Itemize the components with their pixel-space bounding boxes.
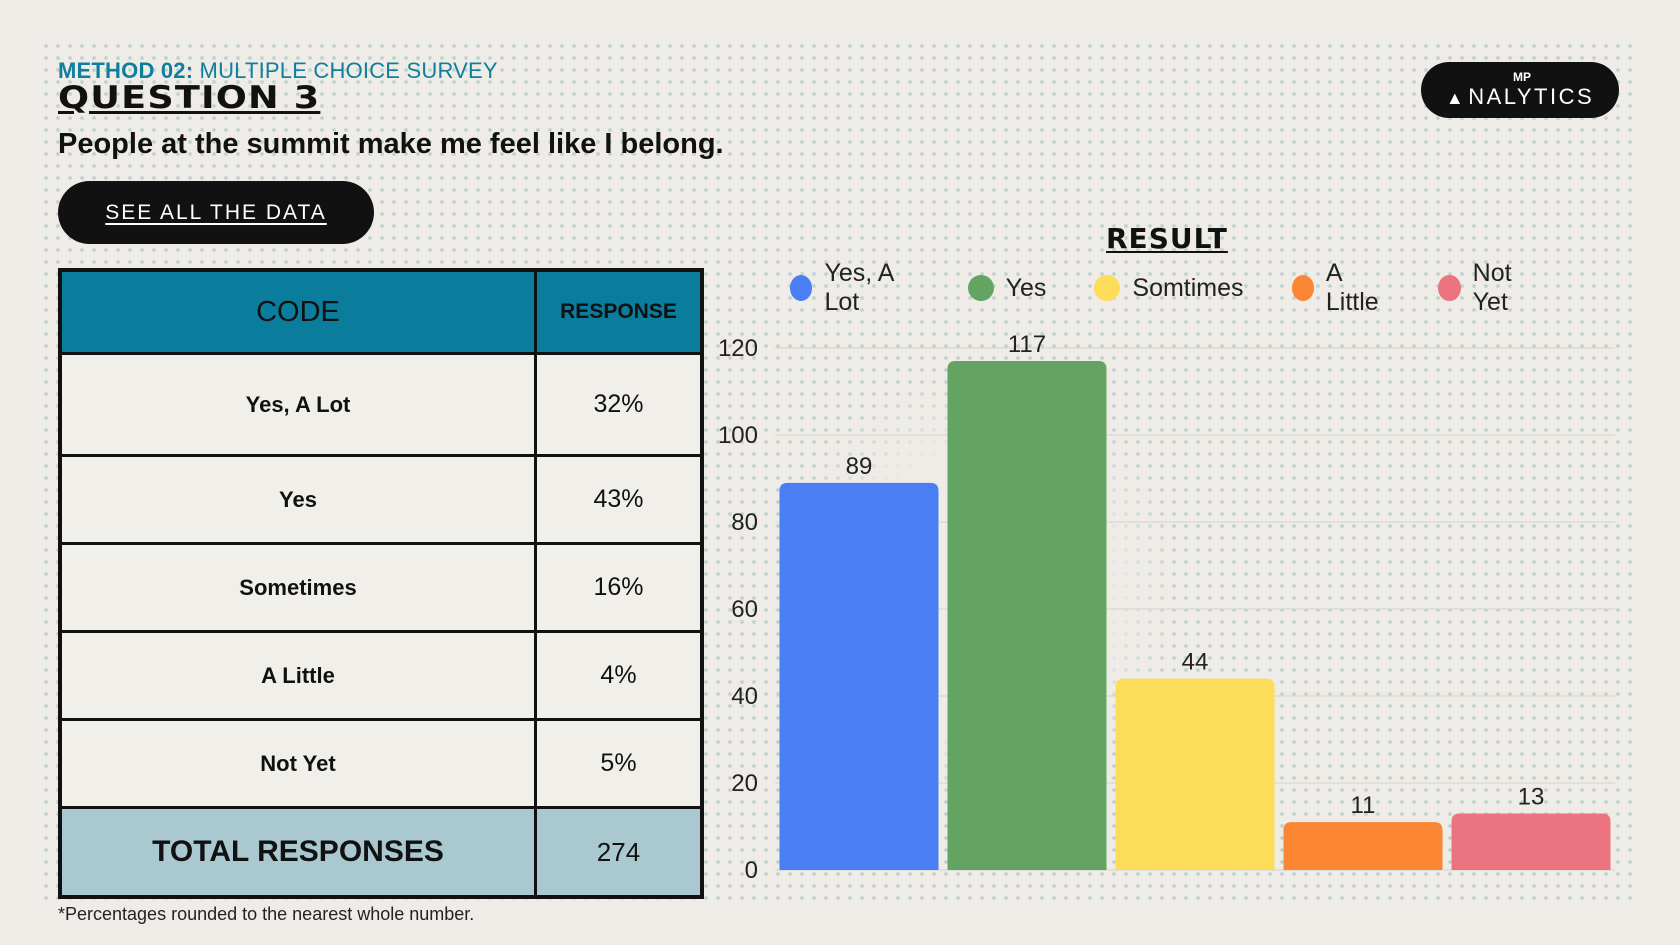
row-response: 32% bbox=[534, 352, 704, 457]
legend-swatch bbox=[1291, 275, 1314, 301]
method-type: MULTIPLE CHOICE SURVEY bbox=[193, 58, 498, 83]
bar-yes-a-lot bbox=[779, 482, 939, 870]
legend-swatch bbox=[1438, 275, 1461, 301]
table-row: Sometimes 16% bbox=[58, 542, 704, 633]
bar-yes bbox=[947, 361, 1107, 870]
row-response: 4% bbox=[534, 630, 704, 721]
chart-title: RESULT bbox=[1106, 222, 1228, 255]
legend-item: Yes bbox=[967, 273, 1047, 303]
bar-value-label: 117 bbox=[1008, 331, 1046, 358]
legend-swatch bbox=[967, 275, 994, 301]
bar-value-label: 11 bbox=[1351, 792, 1376, 819]
col-header-response: RESPONSE bbox=[534, 268, 704, 355]
triangle-icon: ▲ bbox=[1445, 88, 1467, 108]
row-response: 16% bbox=[534, 542, 704, 633]
table-row: A Little 4% bbox=[58, 630, 704, 721]
logo-text: NALYTICS bbox=[1468, 84, 1595, 109]
row-code: Yes, A Lot bbox=[58, 352, 537, 457]
y-tick-label: 20 bbox=[731, 770, 758, 797]
row-response: 5% bbox=[534, 718, 704, 809]
row-response: 43% bbox=[534, 454, 704, 545]
legend-item: Somtimes bbox=[1094, 273, 1244, 303]
legend-swatch bbox=[1094, 275, 1121, 301]
bar-value-label: 13 bbox=[1518, 783, 1545, 810]
bar-chart: 0 20 40 60 80 100 120 89 117 44 11 13 bbox=[718, 331, 1615, 880]
analytics-logo: MP ▲NALYTICS bbox=[1421, 62, 1619, 118]
chart-legend: Yes, A Lot Yes Somtimes A Little Not Yet bbox=[790, 259, 1590, 316]
total-value: 274 bbox=[534, 806, 704, 899]
legend-label: Yes, A Lot bbox=[824, 259, 894, 316]
logo-mark: MP bbox=[1513, 70, 1531, 84]
legend-label: Somtimes bbox=[1132, 273, 1244, 302]
table-row: Yes 43% bbox=[58, 454, 704, 545]
y-tick-label: 0 bbox=[745, 857, 758, 880]
footnote: *Percentages rounded to the nearest whol… bbox=[58, 904, 475, 924]
see-all-data-button[interactable]: SEE ALL THE DATA bbox=[58, 181, 374, 244]
survey-statement: People at the summit make me feel like I… bbox=[58, 128, 724, 160]
row-code: A Little bbox=[58, 630, 537, 721]
legend-item: Yes, A Lot bbox=[790, 259, 920, 317]
bar-value-label: 89 bbox=[846, 453, 873, 480]
question-heading: QUESTION 3 bbox=[58, 80, 321, 116]
total-row: TOTAL RESPONSES 274 bbox=[58, 806, 704, 899]
legend-swatch bbox=[790, 275, 813, 301]
bar-somtimes bbox=[1115, 678, 1275, 870]
col-header-code: CODE bbox=[58, 268, 537, 355]
table-row: Not Yet 5% bbox=[58, 718, 704, 809]
bar-value-label: 44 bbox=[1182, 649, 1209, 676]
row-code: Yes bbox=[58, 454, 537, 545]
y-tick-label: 60 bbox=[731, 596, 758, 623]
method-label: METHOD 02: MULTIPLE CHOICE SURVEY bbox=[58, 58, 498, 84]
total-label: TOTAL RESPONSES bbox=[58, 806, 537, 899]
y-tick-label: 40 bbox=[731, 683, 758, 710]
legend-item: Not Yet bbox=[1438, 259, 1542, 317]
y-tick-label: 120 bbox=[718, 335, 758, 362]
results-table: CODE RESPONSE Yes, A Lot 32% Yes 43% Som… bbox=[58, 268, 704, 899]
bar-a-little bbox=[1283, 822, 1443, 870]
legend-label: A Little bbox=[1325, 259, 1379, 316]
legend-label: Not Yet bbox=[1472, 259, 1512, 316]
legend-item: A Little bbox=[1291, 259, 1391, 317]
table-row: Yes, A Lot 32% bbox=[58, 352, 704, 457]
method-number: METHOD 02: bbox=[58, 58, 194, 83]
bar-not-yet bbox=[1451, 813, 1611, 870]
y-tick-label: 80 bbox=[731, 509, 758, 536]
row-code: Not Yet bbox=[58, 718, 537, 809]
row-code: Sometimes bbox=[58, 542, 537, 633]
y-tick-label: 100 bbox=[718, 422, 758, 449]
legend-label: Yes bbox=[1005, 273, 1047, 302]
